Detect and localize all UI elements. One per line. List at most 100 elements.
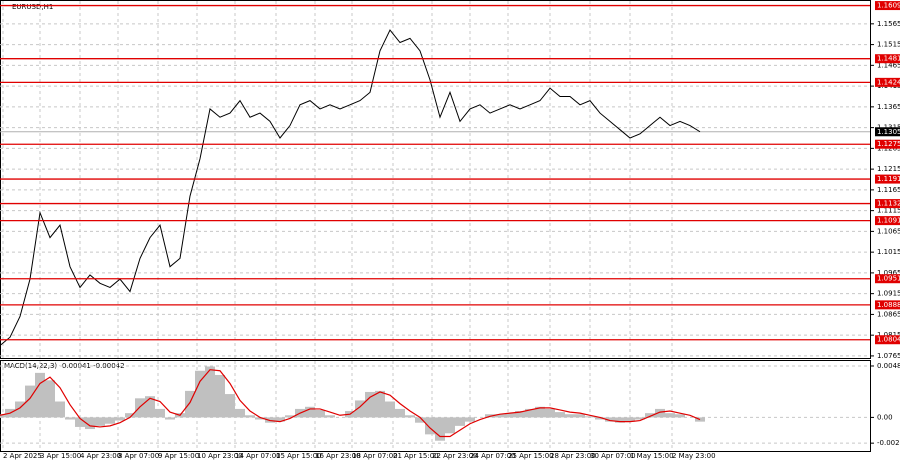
y-tick-label: 1.1465 (877, 61, 900, 69)
macd-bar (145, 396, 155, 418)
macd-bar (315, 409, 325, 418)
x-tick-label: 30 Apr 07:00 (590, 452, 636, 460)
symbol-title: EURUSD,H1 (12, 3, 53, 11)
x-tick-label: 16 Apr 23:00 (315, 452, 361, 460)
macd-bar (85, 417, 95, 430)
x-tick-label: 22 Apr 23:00 (432, 452, 478, 460)
macd-bar (465, 417, 475, 422)
macd-bar (535, 406, 545, 418)
macd-bar (45, 380, 55, 418)
y-tick-label: 1.1515 (877, 41, 900, 49)
macd-bar (165, 417, 175, 420)
macd-bar (525, 408, 535, 418)
y-tick-label: 0.00485 (877, 362, 900, 370)
macd-bar (325, 415, 335, 418)
macd-bar (225, 394, 235, 418)
macd-bar (585, 416, 595, 418)
macd-bar (455, 417, 465, 426)
y-tick-label: 1.1565 (877, 20, 900, 28)
level-label: 1.1609 (877, 2, 900, 10)
macd-bar (155, 408, 165, 418)
macd-bar (625, 417, 635, 422)
x-tick-label: 24 Apr 07:00 (470, 452, 516, 460)
x-tick-label: 8 Apr 07:00 (118, 452, 159, 460)
level-label: 1.0804 (877, 336, 900, 344)
x-tick-label: 15 Apr 15:00 (276, 452, 322, 460)
macd-bar (0, 414, 5, 418)
x-tick-label: 25 Apr 15:00 (508, 452, 554, 460)
macd-bar (255, 417, 265, 420)
macd-bar (135, 398, 145, 418)
level-tag (875, 274, 900, 284)
macd-bar (25, 385, 35, 418)
x-tick-label: 4 Apr 23:00 (80, 452, 121, 460)
macd-bar (405, 415, 415, 418)
level-tag (875, 199, 900, 209)
y-tick-label: 1.1065 (877, 227, 900, 235)
macd-bar (185, 390, 195, 418)
macd-bar (425, 417, 435, 435)
macd-bar (245, 415, 255, 418)
y-tick-label: 1.0765 (877, 352, 900, 360)
x-tick-label: 18 Apr 07:00 (352, 452, 398, 460)
macd-bar (115, 417, 125, 421)
macd-bar (635, 417, 645, 420)
macd-bar (35, 372, 45, 418)
level-label: 1.1275 (877, 140, 900, 148)
level-tag (875, 77, 900, 87)
level-label: 1.1424 (877, 78, 900, 86)
y-tick-label: 1.1115 (877, 207, 900, 215)
macd-bar (385, 401, 395, 418)
level-tag (875, 174, 900, 184)
macd-bar (65, 417, 75, 420)
level-tag (875, 216, 900, 226)
level-tag (875, 54, 900, 64)
y-tick-label: 1.1365 (877, 103, 900, 111)
last-price-label: 1.1305 (877, 128, 900, 136)
y-tick-label: 1.1015 (877, 248, 900, 256)
macd-panel (0, 360, 871, 452)
level-label: 1.0888 (877, 301, 900, 309)
level-label: 1.1132 (877, 200, 900, 208)
y-tick-label: 0.00 (877, 413, 893, 421)
macd-bar (515, 411, 525, 418)
price-line (0, 29, 701, 346)
macd-bar (495, 414, 505, 418)
macd-bar (15, 401, 25, 418)
last-price-tag (875, 127, 900, 137)
macd-bar (575, 414, 585, 418)
macd-bar (615, 417, 625, 423)
signal-line (0, 369, 701, 438)
macd-bar (395, 408, 405, 418)
macd-bar (305, 406, 315, 418)
macd-bar (235, 408, 245, 418)
macd-bar (555, 412, 565, 418)
macd-bar (505, 413, 515, 418)
y-tick-label: 1.0815 (877, 331, 900, 339)
macd-bar (445, 417, 455, 434)
macd-bar (195, 370, 205, 418)
x-tick-label: 9 Apr 15:00 (158, 452, 199, 460)
macd-bar (375, 390, 385, 418)
macd-bar (55, 401, 65, 418)
macd-bar (75, 417, 85, 427)
y-tick-label: 1.1215 (877, 165, 900, 173)
level-tag (875, 139, 900, 149)
x-tick-label: 14 Apr 07:00 (235, 452, 281, 460)
macd-bar (355, 400, 365, 418)
level-tag (875, 335, 900, 345)
x-tick-label: 2 Apr 2025 (3, 452, 42, 460)
level-label: 1.1481 (877, 55, 900, 63)
x-tick-label: 28 Apr 23:00 (550, 452, 596, 460)
macd-bar (125, 413, 135, 418)
macd-bar (565, 414, 575, 418)
y-tick-label: 1.0965 (877, 269, 900, 277)
macd-bar (435, 417, 445, 441)
macd-bar (675, 414, 685, 418)
level-label: 1.1091 (877, 217, 900, 225)
level-tag (875, 300, 900, 310)
macd-bar (655, 408, 665, 418)
macd-bar (205, 366, 215, 418)
x-tick-label: 3 Apr 15:00 (40, 452, 81, 460)
